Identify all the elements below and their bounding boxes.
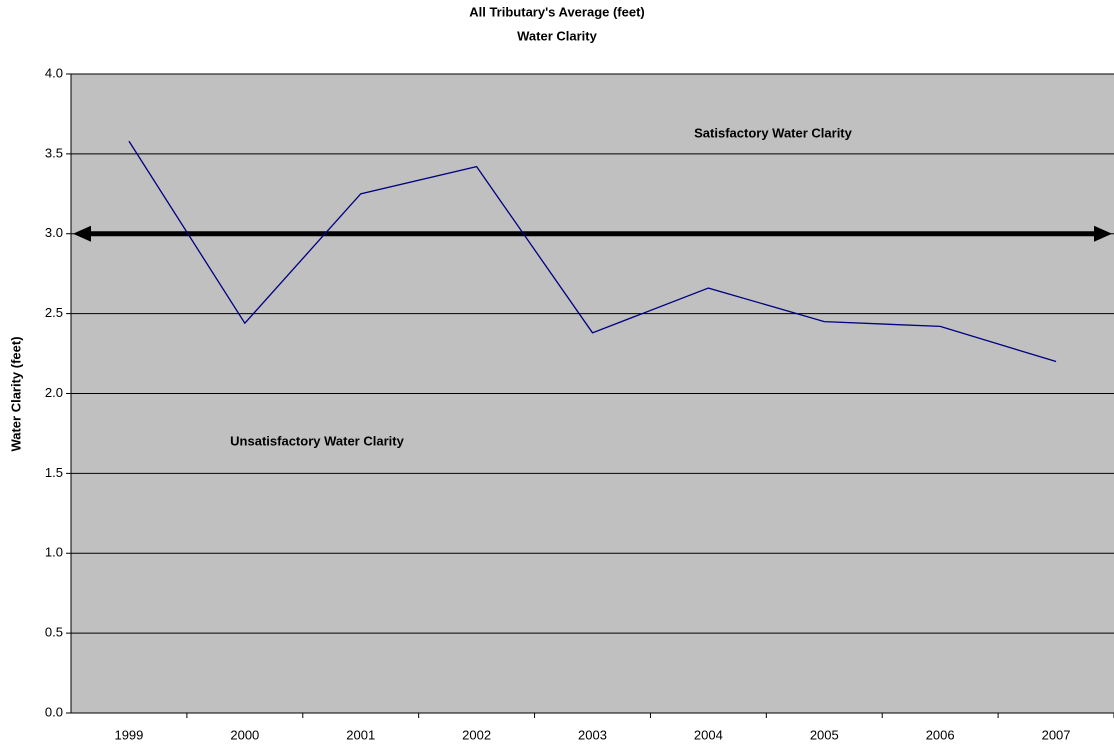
arrow-head [1094,225,1112,242]
x-tick-label: 2007 [1042,727,1071,742]
y-tick-label: 2.0 [45,385,63,400]
annotation: Unsatisfactory Water Clarity [230,433,404,448]
y-tick-label: 3.5 [45,145,63,160]
y-tick-label: 0.0 [45,704,63,719]
x-tick-label: 2002 [462,727,491,742]
chart-subtitle: Water Clarity [517,28,597,43]
data-line [128,140,1057,363]
y-tick-label: 4.0 [45,65,63,80]
x-tick-label: 2004 [694,727,723,742]
y-tick-label: 1.5 [45,465,63,480]
x-tick-label: 1999 [114,727,143,742]
y-tick-label: 1.0 [45,545,63,560]
x-tick-label: 2000 [230,727,259,742]
x-tick-label: 2001 [346,727,375,742]
x-tick-label: 2003 [578,727,607,742]
annotation: Satisfactory Water Clarity [694,125,853,140]
y-tick-label: 0.5 [45,625,63,640]
y-axis-label: Water Clarity (feet) [8,336,23,451]
x-tick-label: 2006 [926,727,955,742]
x-tick-label: 2005 [810,727,839,742]
y-tick-label: 3.0 [45,225,63,240]
chart-title: All Tributary's Average (feet) [469,4,645,19]
y-tick-label: 2.5 [45,305,63,320]
arrow-head [73,225,91,242]
